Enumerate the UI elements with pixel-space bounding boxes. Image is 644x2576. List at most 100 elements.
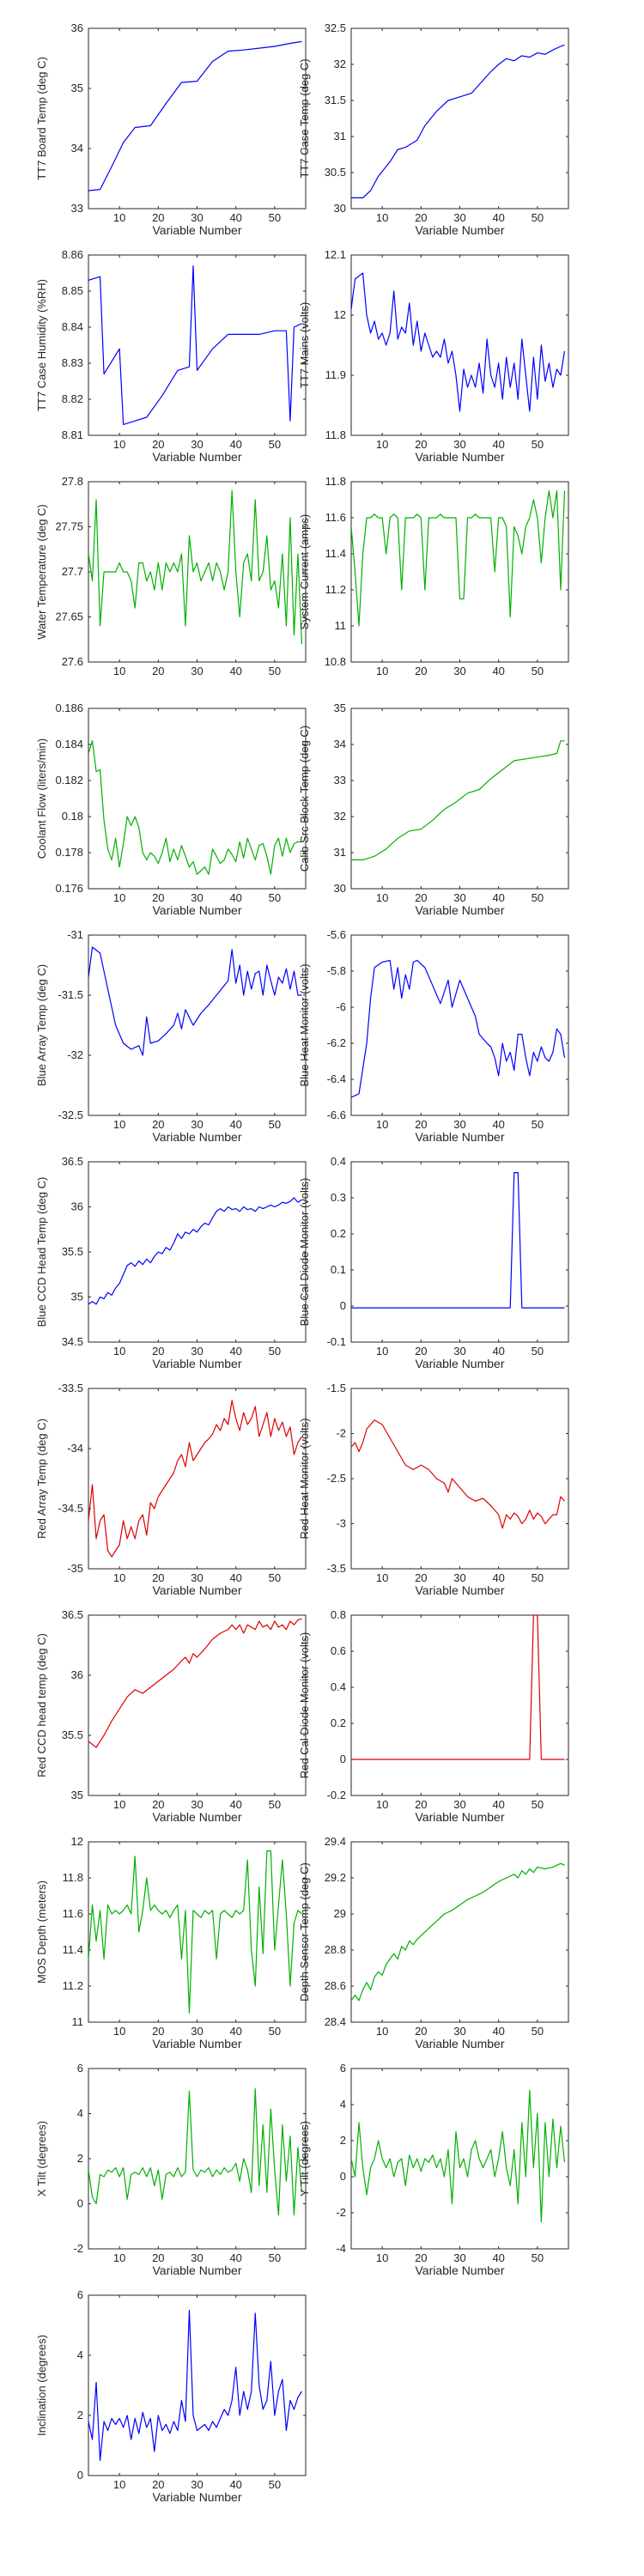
x-tick-label: 40 xyxy=(229,1118,241,1131)
series-line xyxy=(88,489,303,645)
y-tick-label: -1.5 xyxy=(327,1382,346,1394)
x-tick-label: 30 xyxy=(191,438,203,451)
y-tick-label: -4 xyxy=(336,2242,346,2255)
y-axis-label: TT7 Case Temp (deg C) xyxy=(298,58,311,178)
x-tick-label: 30 xyxy=(453,438,465,451)
y-tick-label: 11 xyxy=(335,619,347,632)
y-tick-label: -5.8 xyxy=(327,964,346,977)
y-tick-label: 30 xyxy=(334,882,346,895)
chart-panel: 10 20 30 40 50 -2 0 2 4 6 Variable Number X Tilt (d… xyxy=(35,2062,307,2277)
y-axis-label: Red Array Temp (deg C) xyxy=(35,1419,48,1539)
x-tick-label: 50 xyxy=(269,211,281,224)
x-tick-label: 50 xyxy=(269,2025,281,2038)
y-tick-label: 12 xyxy=(334,308,346,321)
y-tick-label: 8.86 xyxy=(62,248,83,261)
chart-panel: 10 20 30 40 50 0.176 0.178 0.18 0.182 0.184 0.186 V… xyxy=(35,702,307,917)
y-tick-label: 27.8 xyxy=(62,475,83,488)
x-tick-label: 40 xyxy=(492,2025,504,2038)
x-tick-label: 10 xyxy=(376,2025,388,2038)
x-axis-label: Variable Number xyxy=(152,2263,241,2277)
y-tick-label: 0 xyxy=(340,1299,346,1312)
y-tick-label: 36 xyxy=(71,21,83,34)
x-tick-label: 10 xyxy=(113,1118,125,1131)
series-line xyxy=(351,1172,565,1309)
x-tick-label: 50 xyxy=(532,211,544,224)
series-line xyxy=(351,489,566,627)
x-axis-label: Variable Number xyxy=(152,2490,241,2504)
x-tick-label: 30 xyxy=(453,1118,465,1131)
x-axis-label: Variable Number xyxy=(415,450,504,464)
y-tick-label: 0.4 xyxy=(331,1680,346,1693)
y-tick-label: 8.82 xyxy=(62,392,83,405)
x-tick-label: 30 xyxy=(453,2025,465,2038)
y-tick-label: 11 xyxy=(72,2015,84,2028)
y-tick-label: 0.8 xyxy=(331,1608,346,1621)
x-tick-label: 10 xyxy=(113,211,125,224)
y-axis-label: Water Temperature (deg C) xyxy=(35,504,48,640)
x-tick-label: 50 xyxy=(269,2251,281,2264)
plot-frame xyxy=(350,1614,569,1796)
x-tick-label: 20 xyxy=(415,1571,427,1584)
y-tick-label: 8.81 xyxy=(62,428,83,441)
y-tick-label: 35 xyxy=(71,1291,83,1303)
y-tick-label: 4 xyxy=(77,2107,83,2120)
series-line xyxy=(88,740,302,875)
x-tick-label: 10 xyxy=(376,1571,388,1584)
x-tick-label: 50 xyxy=(532,438,544,451)
y-tick-label: 36.5 xyxy=(62,1608,83,1621)
y-tick-label: 31 xyxy=(334,846,346,859)
x-tick-label: 20 xyxy=(415,1798,427,1811)
series-line xyxy=(351,740,565,860)
series-line xyxy=(88,1197,302,1305)
y-axis-label: X Tilt (degrees) xyxy=(35,2121,48,2196)
y-tick-label: -2.5 xyxy=(327,1472,346,1485)
x-tick-label: 50 xyxy=(269,1798,281,1811)
x-tick-label: 40 xyxy=(229,1571,241,1584)
series-line xyxy=(88,1400,302,1558)
y-tick-label: 31 xyxy=(334,130,346,143)
x-tick-label: 30 xyxy=(453,665,465,677)
chart-panel: 10 20 30 40 50 27.6 27.65 27.7 27.75 27.8 Water Te… xyxy=(35,475,307,677)
y-tick-label: 0.6 xyxy=(331,1644,346,1657)
y-tick-label: 10.8 xyxy=(325,655,346,668)
series-line xyxy=(351,1419,565,1529)
chart-panel: 10 20 30 40 50 -32.5 -32 -31.5 -31 Variable Numbe… xyxy=(35,928,307,1144)
y-axis-label: Inclination (degrees) xyxy=(35,2335,48,2436)
plot-frame xyxy=(88,1841,307,2023)
y-tick-label: 0 xyxy=(340,1753,346,1765)
x-tick-label: 50 xyxy=(532,1118,544,1131)
y-axis-label: Y Tilt (degrees) xyxy=(298,2121,311,2196)
series-line xyxy=(88,265,302,425)
y-axis-label: Red Cal Diode Monitor (volts) xyxy=(298,1632,311,1779)
x-tick-label: 20 xyxy=(415,891,427,904)
x-tick-label: 50 xyxy=(532,1798,544,1811)
x-tick-label: 20 xyxy=(415,2251,427,2264)
y-tick-label: 2 xyxy=(340,2134,346,2147)
chart-panel: 10 20 30 40 50 0 2 4 6 Variable Number Inclination… xyxy=(35,2288,307,2504)
y-axis-label: System Current (amps) xyxy=(298,514,311,629)
x-tick-label: 50 xyxy=(269,438,281,451)
x-tick-label: 20 xyxy=(152,2251,164,2264)
y-tick-label: 6 xyxy=(340,2062,346,2075)
x-tick-label: 10 xyxy=(376,2251,388,2264)
y-axis-label: Coolant Flow (liters/min) xyxy=(35,738,48,859)
x-tick-label: 40 xyxy=(492,1118,504,1131)
series-line xyxy=(88,1850,302,2014)
x-tick-label: 40 xyxy=(229,1345,241,1358)
x-tick-label: 20 xyxy=(152,1345,164,1358)
y-tick-label: 28.6 xyxy=(325,1979,346,1992)
y-tick-label: 27.6 xyxy=(62,655,83,668)
series-line xyxy=(88,1618,302,1748)
y-tick-label: -3 xyxy=(336,1517,346,1530)
plot-frame xyxy=(88,27,307,210)
x-tick-label: 50 xyxy=(532,1345,544,1358)
x-tick-label: 30 xyxy=(453,1798,465,1811)
chart-panel: 10 20 30 40 50 -6.6 -6.4 -6.2 -6 -5.8 -5.6 Variable… xyxy=(298,928,569,1144)
x-axis-label: Variable Number xyxy=(152,1130,241,1144)
x-tick-label: 20 xyxy=(415,1118,427,1131)
y-tick-label: 33 xyxy=(71,202,83,215)
chart-panel: 10 20 30 40 50 -0.1 0 0.1 0.2 0.3 0.4 Variable Numb… xyxy=(298,1155,569,1370)
y-tick-label: 11.8 xyxy=(325,428,346,441)
series-line xyxy=(351,959,566,1098)
